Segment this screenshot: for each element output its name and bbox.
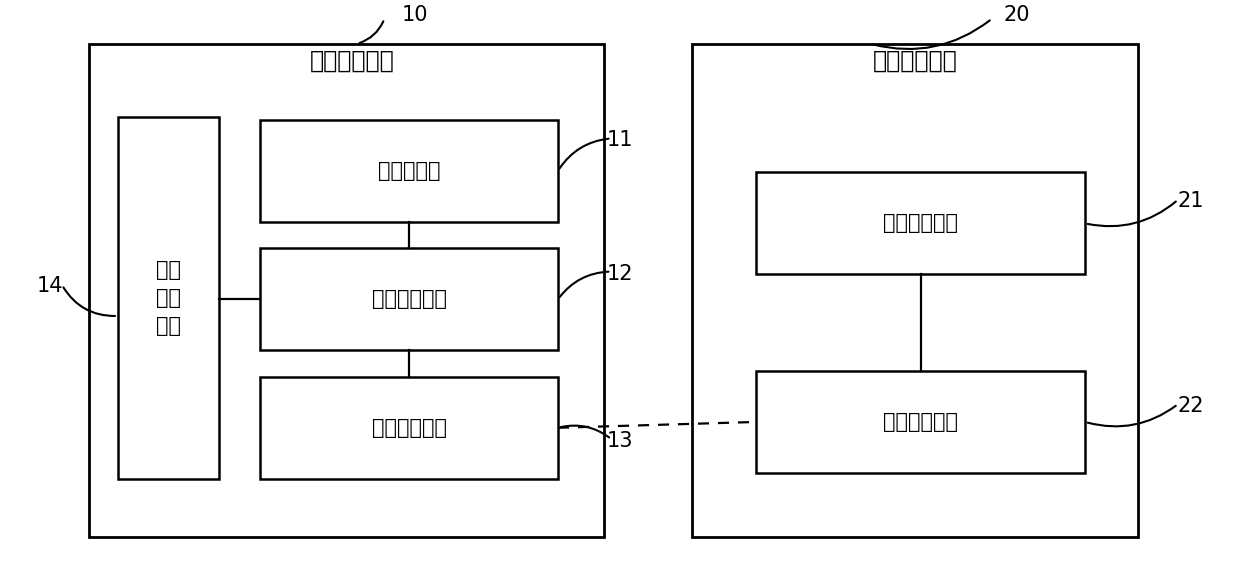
- Text: 20: 20: [1003, 5, 1030, 25]
- Bar: [756, 172, 1085, 274]
- Text: 数据处理装置: 数据处理装置: [873, 49, 957, 73]
- Bar: [260, 120, 558, 222]
- Text: 11: 11: [606, 130, 634, 150]
- Bar: [89, 44, 604, 537]
- Text: 13: 13: [606, 431, 634, 451]
- Text: 22: 22: [1177, 396, 1204, 416]
- Bar: [118, 117, 219, 479]
- Text: 21: 21: [1177, 192, 1204, 211]
- Text: 第二通信单元: 第二通信单元: [883, 412, 959, 432]
- Text: 数据采集装置: 数据采集装置: [310, 49, 394, 73]
- Text: 14: 14: [36, 276, 63, 296]
- Bar: [260, 248, 558, 350]
- Bar: [756, 371, 1085, 473]
- Bar: [692, 44, 1138, 537]
- Text: 超声波探头: 超声波探头: [378, 161, 440, 181]
- Text: 采集控制单元: 采集控制单元: [372, 289, 446, 310]
- Bar: [260, 377, 558, 479]
- Text: 10: 10: [402, 5, 429, 25]
- Text: 第一通信单元: 第一通信单元: [372, 418, 446, 438]
- Text: 12: 12: [606, 265, 634, 284]
- Text: 输出控制单元: 输出控制单元: [883, 213, 959, 234]
- Text: 状态
指示
单元: 状态 指示 单元: [156, 260, 181, 336]
